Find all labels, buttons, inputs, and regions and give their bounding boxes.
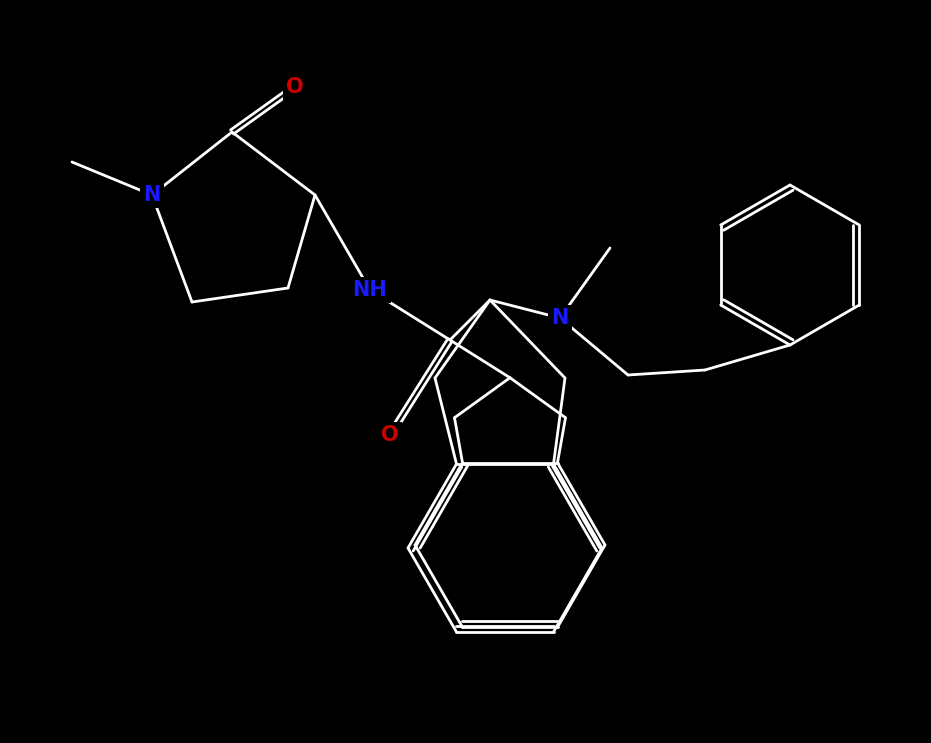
Text: N: N: [551, 308, 569, 328]
Text: O: O: [381, 425, 398, 445]
Text: NH: NH: [353, 280, 387, 300]
Text: O: O: [286, 77, 304, 97]
Text: N: N: [143, 185, 161, 205]
